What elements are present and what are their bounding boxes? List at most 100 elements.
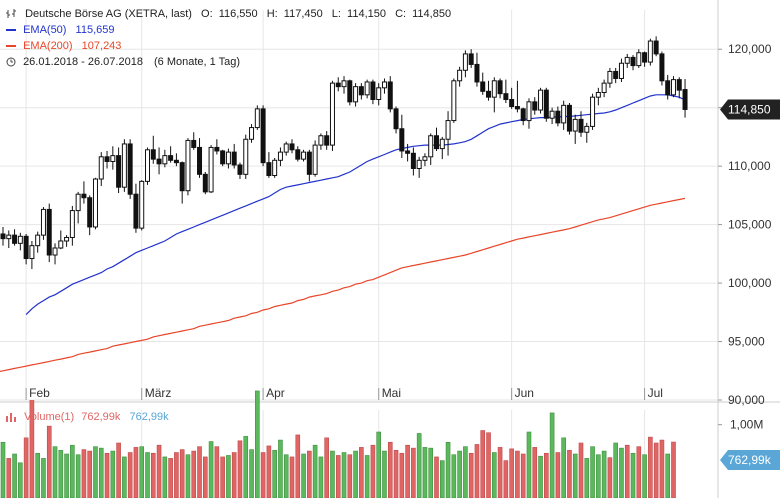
candle-body xyxy=(503,93,509,101)
candle-body xyxy=(295,149,301,160)
ema200-legend: EMA(200) 107,243 xyxy=(6,39,121,53)
candle-body xyxy=(104,156,110,162)
candle-body xyxy=(520,108,526,122)
volume-bar xyxy=(52,446,58,498)
ema200-value: 107,243 xyxy=(81,40,122,53)
volume-bar xyxy=(515,450,520,498)
candle-body xyxy=(277,151,283,161)
volume-bar xyxy=(561,437,566,498)
volume-bar xyxy=(382,450,387,498)
volume-bar xyxy=(23,437,29,498)
candle-body xyxy=(243,138,249,175)
candle-body xyxy=(191,139,197,148)
volume-value-2: 762,99k xyxy=(129,411,169,423)
volume-tag xyxy=(720,450,780,470)
candle-body xyxy=(133,193,139,229)
volume-bar xyxy=(567,450,572,498)
volume-bar xyxy=(648,436,653,498)
candle-body xyxy=(173,159,179,164)
volume-bar xyxy=(607,457,613,498)
candle-body xyxy=(405,150,411,154)
volume-bar xyxy=(145,452,150,498)
candle-body xyxy=(145,149,150,182)
x-tick-label: Jul xyxy=(648,386,663,400)
candle-body xyxy=(486,90,492,98)
candle-body xyxy=(341,80,347,88)
volume-bar xyxy=(416,433,422,498)
volume-bar xyxy=(445,441,451,498)
volume-bar xyxy=(422,447,428,498)
volume-bar xyxy=(174,452,179,498)
low-label: L: xyxy=(331,8,341,21)
candle-body xyxy=(6,234,12,240)
volume-bar xyxy=(509,448,514,498)
x-tick-label: Apr xyxy=(266,386,285,400)
volume-bar xyxy=(439,460,445,498)
volume-legend: Volume(1) 762,99k 762,99k xyxy=(6,411,169,423)
candle-body xyxy=(399,128,405,152)
volume-bar xyxy=(122,456,127,498)
x-tick-label: März xyxy=(145,386,172,400)
period-info: (6 Monate, 1 Tag) xyxy=(154,56,241,69)
candle-body xyxy=(121,143,127,188)
candle-body xyxy=(283,143,289,153)
y-tick-label: 105,000 xyxy=(728,218,772,232)
candle-body xyxy=(543,89,549,119)
volume-bar xyxy=(468,452,474,498)
candle-body xyxy=(197,146,203,175)
volume-bar xyxy=(255,390,260,498)
x-tick-label: Feb xyxy=(29,386,50,400)
volume-bar xyxy=(665,453,671,498)
candle-body xyxy=(301,151,307,160)
candle-body xyxy=(318,135,324,146)
volume-bar xyxy=(116,442,121,498)
candle-body xyxy=(87,197,93,228)
ema50-value: 115,659 xyxy=(75,24,115,37)
candle-body xyxy=(670,79,676,96)
candle-body xyxy=(532,101,538,111)
candle-body xyxy=(260,108,266,164)
volume-bar xyxy=(405,444,410,498)
instrument-header: Deutsche Börse AG (XETRA, last) O: 116,5… xyxy=(6,7,451,21)
volume-bar xyxy=(70,444,75,498)
candle-body xyxy=(497,80,503,95)
volume-bar xyxy=(526,431,532,498)
candle-body xyxy=(110,155,116,162)
candle-body xyxy=(98,156,104,180)
candle-body xyxy=(462,53,468,71)
volume-bar xyxy=(584,458,590,498)
candle-body xyxy=(509,99,515,108)
candle-body xyxy=(214,146,220,152)
candle-body xyxy=(266,162,272,177)
open-value: 116,550 xyxy=(218,8,258,21)
candle-body xyxy=(116,155,122,188)
candle-body xyxy=(52,247,58,256)
volume-bar xyxy=(237,440,243,498)
price-tag-label: 114,850 xyxy=(728,102,771,116)
candle-body xyxy=(150,149,156,160)
volume-bar xyxy=(139,446,145,498)
instrument-name: Deutsche Börse AG (XETRA, last) xyxy=(25,8,192,21)
candle-body xyxy=(312,144,318,175)
volume-bar xyxy=(544,452,549,498)
candle-body xyxy=(358,86,364,96)
volume-bar xyxy=(532,447,538,498)
candle-body xyxy=(12,234,18,244)
candle-body xyxy=(17,235,23,244)
candle-body xyxy=(624,56,630,64)
volume-bar xyxy=(671,441,676,498)
volume-bar xyxy=(480,430,486,498)
open-label: O: xyxy=(201,8,213,21)
volume-bar xyxy=(572,453,578,498)
candle-body xyxy=(451,80,457,122)
volume-bar xyxy=(208,441,214,498)
candle-body xyxy=(555,110,561,124)
candle-body xyxy=(220,150,226,165)
volume-bar xyxy=(486,432,491,498)
candle-body xyxy=(607,70,613,84)
volume-value-1: 762,99k xyxy=(81,411,121,423)
volume-bar xyxy=(659,439,665,498)
candle-body xyxy=(46,208,52,256)
ema50-legend: EMA(50) 115,659 xyxy=(6,23,114,37)
